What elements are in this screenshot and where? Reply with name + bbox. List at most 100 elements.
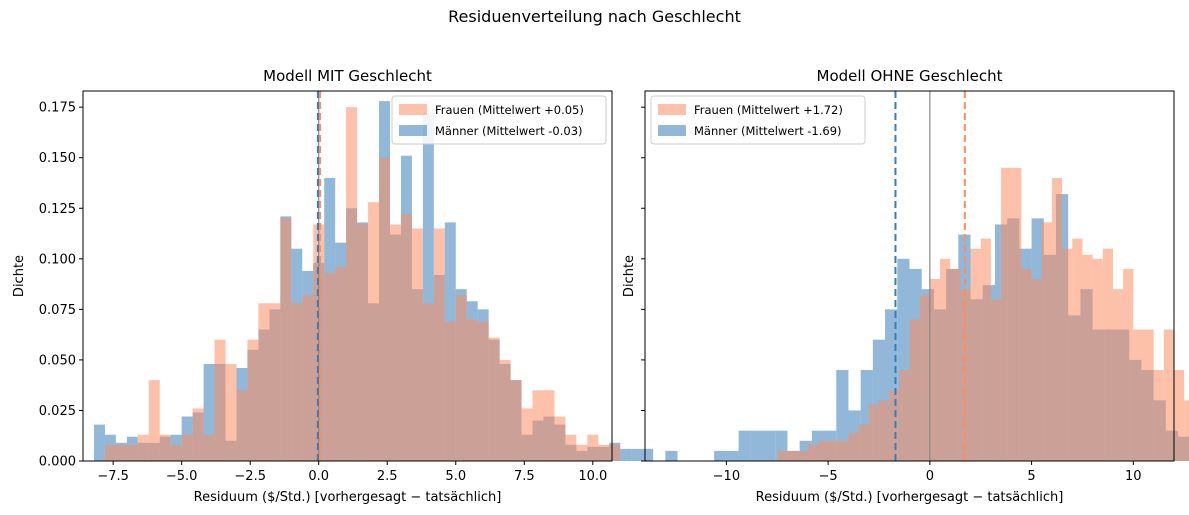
- histogram-bar: [642, 448, 654, 461]
- y-tick-label: 0.100: [39, 252, 76, 267]
- legend-label: Frauen (Mittelwert +1.72): [694, 103, 843, 117]
- histogram-bar: [126, 444, 138, 461]
- histogram-bar: [1072, 238, 1083, 461]
- y-tick-label: 0.000: [39, 455, 76, 470]
- x-tick-label: −5: [819, 469, 838, 484]
- histogram-bar: [990, 299, 1002, 461]
- histogram-bar: [258, 303, 270, 461]
- histogram-bar: [587, 434, 599, 461]
- histogram-bar: [521, 408, 533, 461]
- histogram-bar: [346, 107, 358, 461]
- legend-box: [650, 95, 866, 145]
- histogram-bar: [379, 157, 390, 461]
- histogram-bar: [148, 380, 160, 461]
- histogram-bar: [137, 434, 149, 461]
- panel-title: Modell OHNE Geschlecht: [817, 67, 1003, 85]
- histogram-bar: [203, 363, 215, 461]
- histogram-bar: [499, 359, 511, 461]
- y-tick-label: 0.050: [39, 353, 76, 368]
- histogram-bar: [980, 238, 991, 461]
- legend-swatch-frauen: [399, 104, 427, 115]
- histogram-bar: [726, 450, 739, 461]
- histogram-bar: [899, 370, 910, 461]
- histogram-bar: [889, 390, 900, 461]
- x-tick-label: 10.0: [578, 469, 607, 484]
- x-tick-label: −10: [713, 469, 740, 484]
- y-tick-label: 0.025: [39, 404, 76, 419]
- y-tick-label: 0.150: [39, 151, 76, 166]
- x-tick-label: 7.5: [514, 469, 535, 484]
- histogram-bar: [1112, 289, 1124, 461]
- chart-panel-2: −10 −5 0 5 10 Modell OHNE Geschlecht Residuum …: [622, 67, 1189, 505]
- histogram-bar: [665, 450, 678, 461]
- legend-label: Männer (Mittelwert -1.69): [694, 124, 842, 138]
- histogram-bar: [269, 303, 281, 461]
- histogram-bar: [970, 248, 981, 461]
- histogram-bar: [1011, 167, 1022, 461]
- histogram-bar: [1051, 177, 1063, 462]
- histogram-bar: [1123, 268, 1134, 461]
- histogram-bar: [554, 416, 566, 461]
- histogram-bar: [488, 337, 500, 461]
- histogram-bar: [1153, 370, 1164, 461]
- histogram-bar: [1041, 222, 1052, 461]
- x-tick-label: 5.0: [445, 469, 466, 484]
- histogram-bar: [868, 404, 879, 461]
- histogram-bar: [1031, 279, 1042, 461]
- histogram-bar: [400, 214, 412, 461]
- histogram-bar: [817, 440, 829, 461]
- legend-swatch-frauen: [658, 104, 686, 115]
- x-tick-label: 0: [926, 469, 934, 484]
- x-tick-label: 0.0: [308, 469, 329, 484]
- legend-box: [391, 95, 607, 145]
- histogram-bar: [960, 289, 971, 461]
- histogram-bar: [335, 266, 347, 461]
- histogram-bar: [1021, 268, 1032, 461]
- histogram-bar: [763, 430, 776, 461]
- histogram-bar: [631, 448, 643, 461]
- histogram-bar: [836, 370, 849, 461]
- y-tick-label: 0.075: [39, 303, 76, 318]
- histogram-bar: [455, 295, 467, 461]
- histogram-bar: [444, 321, 456, 461]
- histogram-bar: [838, 440, 849, 461]
- histogram-bar: [598, 444, 610, 461]
- series-frauen: [104, 107, 621, 461]
- histogram-bar: [357, 224, 369, 461]
- histogram-bar: [543, 390, 555, 461]
- histogram-bar: [609, 444, 621, 461]
- histogram-bar: [389, 224, 401, 461]
- histogram-bar: [1082, 254, 1093, 461]
- histogram-bar: [368, 202, 380, 461]
- histogram-bar: [1133, 329, 1144, 461]
- legend: Frauen (Mittelwert +1.72) Männer (Mittelw…: [650, 95, 866, 145]
- histogram-bar: [576, 444, 588, 461]
- histogram-bar: [324, 272, 336, 461]
- histogram-bar: [1001, 167, 1012, 461]
- histogram-bar: [510, 380, 522, 461]
- histogram-bar: [940, 258, 951, 461]
- histogram-bar: [807, 444, 818, 461]
- histogram-bar: [280, 218, 292, 461]
- plot-frame: [644, 90, 1175, 462]
- y-tick-label: 0.125: [39, 202, 76, 217]
- plot-frame: [82, 90, 613, 462]
- y-axis-label: Dichte: [622, 255, 637, 297]
- panel-title: Modell MIT Geschlecht: [263, 67, 432, 85]
- histogram-bar: [422, 113, 434, 461]
- histogram-bar: [1143, 329, 1154, 461]
- legend-label: Männer (Mittelwert -0.03): [435, 124, 583, 138]
- x-tick-label: 10: [1125, 469, 1142, 484]
- histogram-bar: [225, 363, 237, 461]
- histogram-bar: [159, 434, 171, 461]
- histogram-bar: [433, 228, 445, 461]
- series-frauen: [777, 167, 1189, 462]
- histogram-bar: [181, 434, 193, 461]
- x-tick-label: −5.0: [166, 469, 198, 484]
- histogram-bar: [236, 390, 248, 461]
- histogram-bar: [203, 434, 215, 461]
- y-tick-label: 0.175: [39, 101, 76, 116]
- legend-swatch-maenner: [399, 125, 427, 136]
- histogram-bar: [828, 440, 839, 461]
